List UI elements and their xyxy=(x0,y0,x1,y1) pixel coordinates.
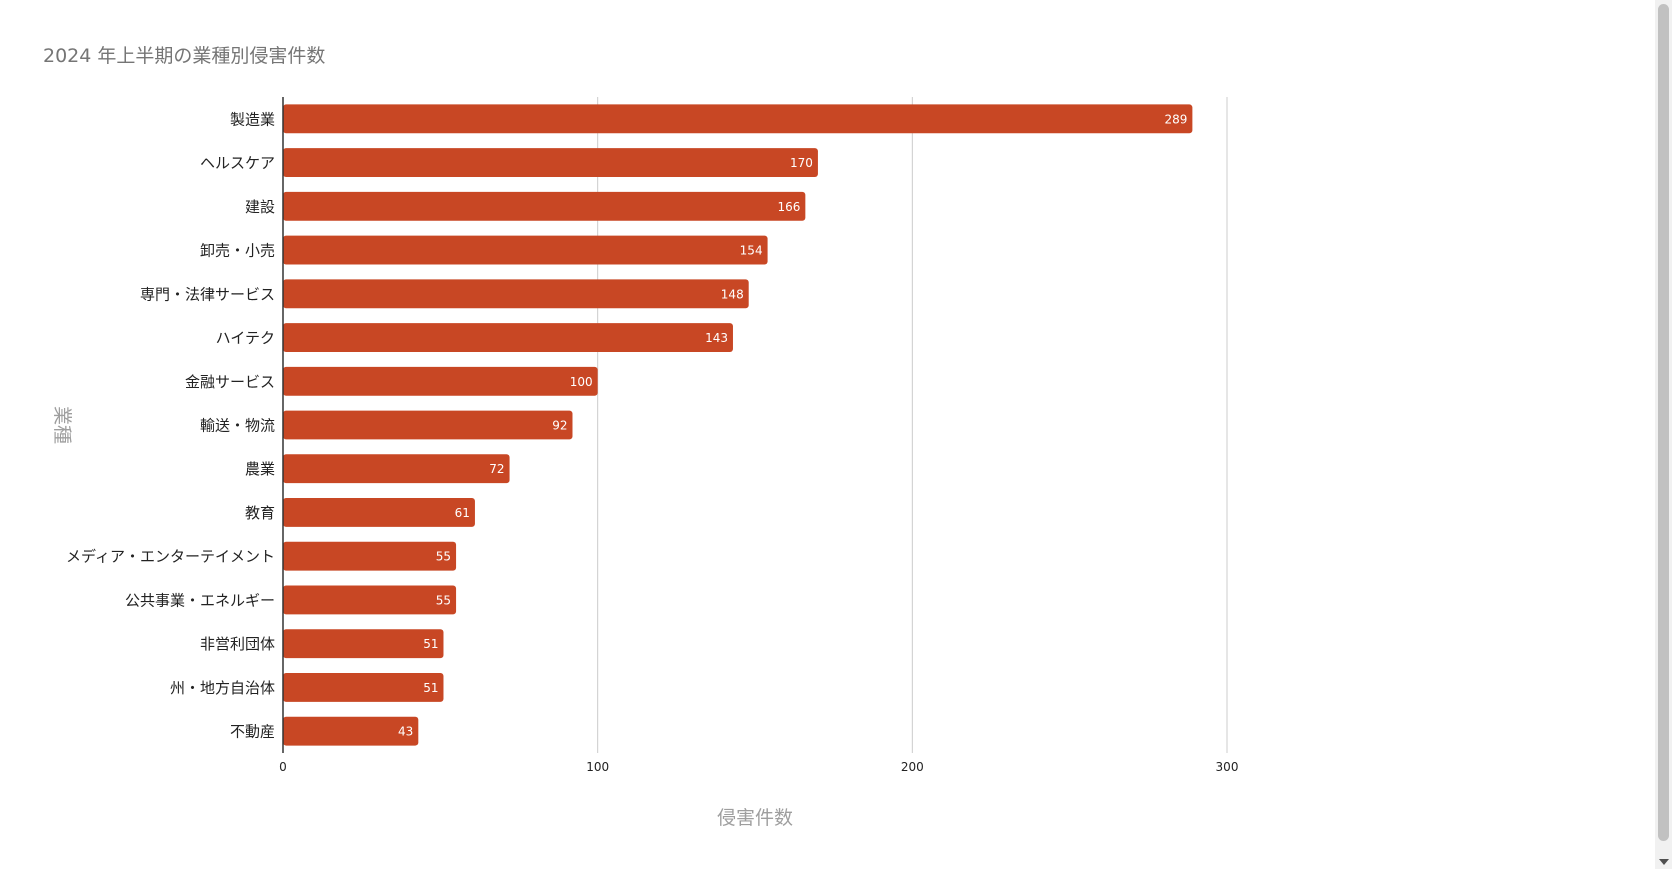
data-label: 51 xyxy=(423,637,438,651)
bar[interactable] xyxy=(283,148,818,178)
bar[interactable] xyxy=(283,104,1193,134)
x-tick-label: 300 xyxy=(1216,760,1239,774)
category-label: 専門・法律サービス xyxy=(140,285,275,303)
category-label: ヘルスケア xyxy=(200,154,275,172)
data-label: 143 xyxy=(705,331,728,345)
data-label: 43 xyxy=(398,725,413,739)
bar[interactable] xyxy=(283,323,733,352)
bars: 289 170 166 154 148 143 100 92 72 61 55 55 51 51 43 xyxy=(283,104,1193,746)
category-label: 州・地方自治体 xyxy=(170,679,275,697)
data-label: 55 xyxy=(436,550,451,564)
bar[interactable] xyxy=(283,191,806,221)
bar[interactable] xyxy=(283,629,444,659)
category-label: 製造業 xyxy=(230,110,275,128)
bar[interactable] xyxy=(283,410,573,440)
x-tick-labels: 0 100 200 300 xyxy=(279,760,1238,774)
bar[interactable] xyxy=(283,716,419,746)
bar[interactable] xyxy=(283,454,510,484)
data-label: 166 xyxy=(777,200,800,214)
category-label: 不動産 xyxy=(230,723,275,741)
data-label: 170 xyxy=(790,156,813,170)
data-label: 55 xyxy=(436,593,451,607)
category-label: 卸売・小売 xyxy=(200,242,275,260)
bar[interactable] xyxy=(283,235,768,265)
data-label: 61 xyxy=(455,506,470,520)
bar[interactable] xyxy=(283,541,457,571)
data-label: 289 xyxy=(1164,112,1187,126)
category-label: 教育 xyxy=(245,504,275,522)
scroll-down-arrow-icon[interactable] xyxy=(1659,859,1669,865)
bar[interactable] xyxy=(283,366,598,396)
category-label: 輸送・物流 xyxy=(200,417,275,435)
chart-title: 2024 年上半期の業種別侵害件数 xyxy=(43,45,325,67)
category-label: ハイテク xyxy=(216,329,275,347)
category-label: 金融サービス xyxy=(185,373,275,391)
data-label: 72 xyxy=(489,462,504,476)
data-label: 148 xyxy=(721,287,744,301)
bar[interactable] xyxy=(283,279,749,309)
data-label: 154 xyxy=(740,244,763,258)
x-tick-label: 200 xyxy=(901,760,924,774)
data-label: 100 xyxy=(570,375,593,389)
category-labels: 製造業ヘルスケア建設卸売・小売専門・法律サービスハイテク金融サービス輸送・物流農… xyxy=(66,110,275,740)
bar[interactable] xyxy=(283,498,475,527)
bar[interactable] xyxy=(283,585,457,615)
category-label: 非営利団体 xyxy=(200,635,275,653)
x-tick-label: 0 xyxy=(279,760,287,774)
y-axis-title: 業種 xyxy=(51,406,73,444)
category-label: 建設 xyxy=(245,198,275,216)
x-tick-label: 100 xyxy=(586,760,609,774)
x-axis-title: 侵害件数 xyxy=(717,807,793,829)
category-label: 農業 xyxy=(245,460,275,478)
bar[interactable] xyxy=(283,672,444,702)
category-label: メディア・エンターテイメント xyxy=(66,548,275,566)
vertical-scrollbar[interactable] xyxy=(1655,0,1672,869)
scrollbar-thumb[interactable] xyxy=(1658,4,1669,841)
data-label: 92 xyxy=(552,419,567,433)
data-label: 51 xyxy=(423,681,438,695)
category-label: 公共事業・エネルギー xyxy=(125,591,275,609)
